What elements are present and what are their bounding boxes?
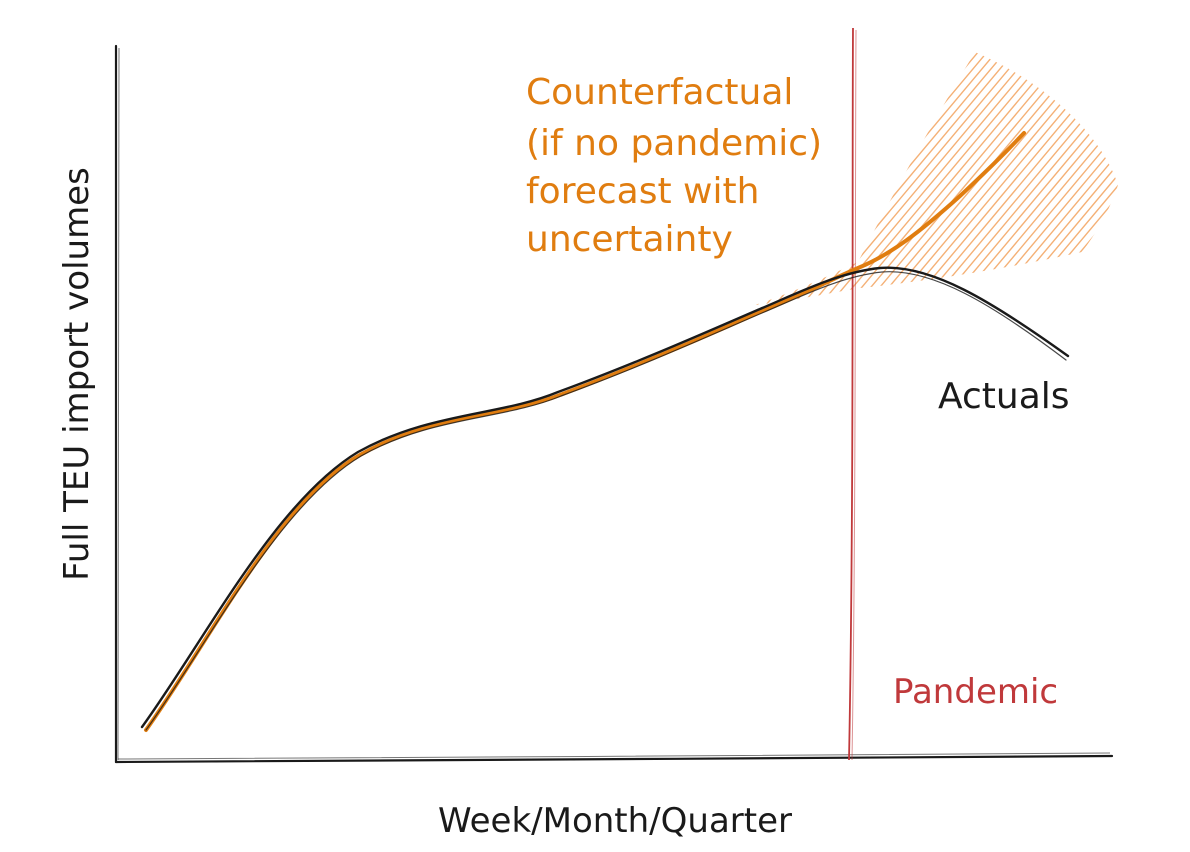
hatch-stroke — [897, 52, 1118, 305]
hatch-stroke — [771, 52, 1033, 305]
counterfactual-label-line-1: Counterfactual — [526, 72, 793, 113]
y-axis-label: Full TEU import volumes — [57, 167, 97, 581]
pandemic-line-shadow — [851, 29, 857, 761]
hatch-stroke — [870, 52, 1118, 305]
hatch-stroke — [1086, 52, 1118, 305]
hatch-stroke — [1113, 52, 1118, 305]
pandemic-label: Pandemic — [893, 672, 1058, 712]
hatch-stroke — [861, 52, 1118, 305]
hatch-stroke — [1132, 20, 1190, 330]
hatch-stroke — [1077, 52, 1118, 305]
y-axis-shadow — [117, 47, 120, 761]
hatch-stroke — [1104, 52, 1118, 305]
hatch-stroke — [960, 52, 1118, 305]
hatch-stroke — [1141, 20, 1190, 330]
hatch-stroke — [1159, 20, 1190, 330]
actuals-line-shadow — [145, 271, 1067, 731]
pandemic-divider — [848, 27, 857, 761]
hatch-stroke — [834, 52, 1096, 305]
hatch-stroke — [1059, 52, 1118, 305]
hatch-stroke — [1005, 52, 1118, 305]
hatch-stroke — [1168, 20, 1190, 330]
hatch-stroke — [755, 52, 997, 305]
hatch-stroke — [755, 52, 1006, 305]
hatch-stroke — [1032, 52, 1118, 305]
hatch-stroke — [933, 52, 1118, 305]
hatch-stroke — [906, 52, 1118, 305]
hatch-stroke — [780, 52, 1042, 305]
hatch-stroke — [888, 52, 1118, 305]
hatch-stroke — [1186, 20, 1190, 330]
counterfactual-label-line-4: uncertainty — [526, 219, 733, 260]
hatch-stroke — [755, 52, 1015, 305]
hatch-stroke — [789, 52, 1051, 305]
hatch-stroke — [951, 52, 1118, 305]
hatch-stroke — [1014, 52, 1118, 305]
counterfactual-label-line-2: (if no pandemic) — [526, 123, 822, 164]
hatch-stroke — [924, 52, 1118, 305]
hatch-stroke — [825, 52, 1087, 305]
counterfactual-series — [144, 131, 1026, 732]
hatch-stroke — [915, 52, 1118, 305]
hatch-stroke — [1177, 20, 1190, 330]
pandemic-line — [848, 27, 854, 761]
x-axis — [114, 754, 1114, 764]
counterfactual-line — [144, 131, 1026, 732]
x-axis-label: Week/Month/Quarter — [438, 801, 792, 841]
y-axis — [114, 44, 118, 764]
hatch-stroke — [1023, 52, 1118, 305]
actuals-series — [140, 266, 1070, 731]
actuals-line — [140, 266, 1070, 729]
hatch-stroke — [969, 52, 1118, 305]
hatch-stroke — [798, 52, 1060, 305]
hatch-strokes — [755, 20, 1190, 330]
hatch-stroke — [1095, 52, 1118, 305]
hatch-stroke — [1123, 20, 1190, 330]
uncertainty-hatch-area — [755, 20, 1190, 330]
counterfactual-label: Counterfactual (if no pandemic) forecast… — [526, 72, 822, 260]
hatch-stroke — [843, 52, 1105, 305]
hatch-stroke — [879, 52, 1118, 305]
hatch-stroke — [1068, 52, 1118, 305]
hatch-stroke — [996, 52, 1118, 305]
counterfactual-label-line-3: forecast with — [526, 171, 759, 212]
hatch-stroke — [807, 52, 1069, 305]
hatch-stroke — [1150, 20, 1190, 330]
hatch-stroke — [1050, 52, 1118, 305]
actuals-label: Actuals — [938, 376, 1070, 417]
